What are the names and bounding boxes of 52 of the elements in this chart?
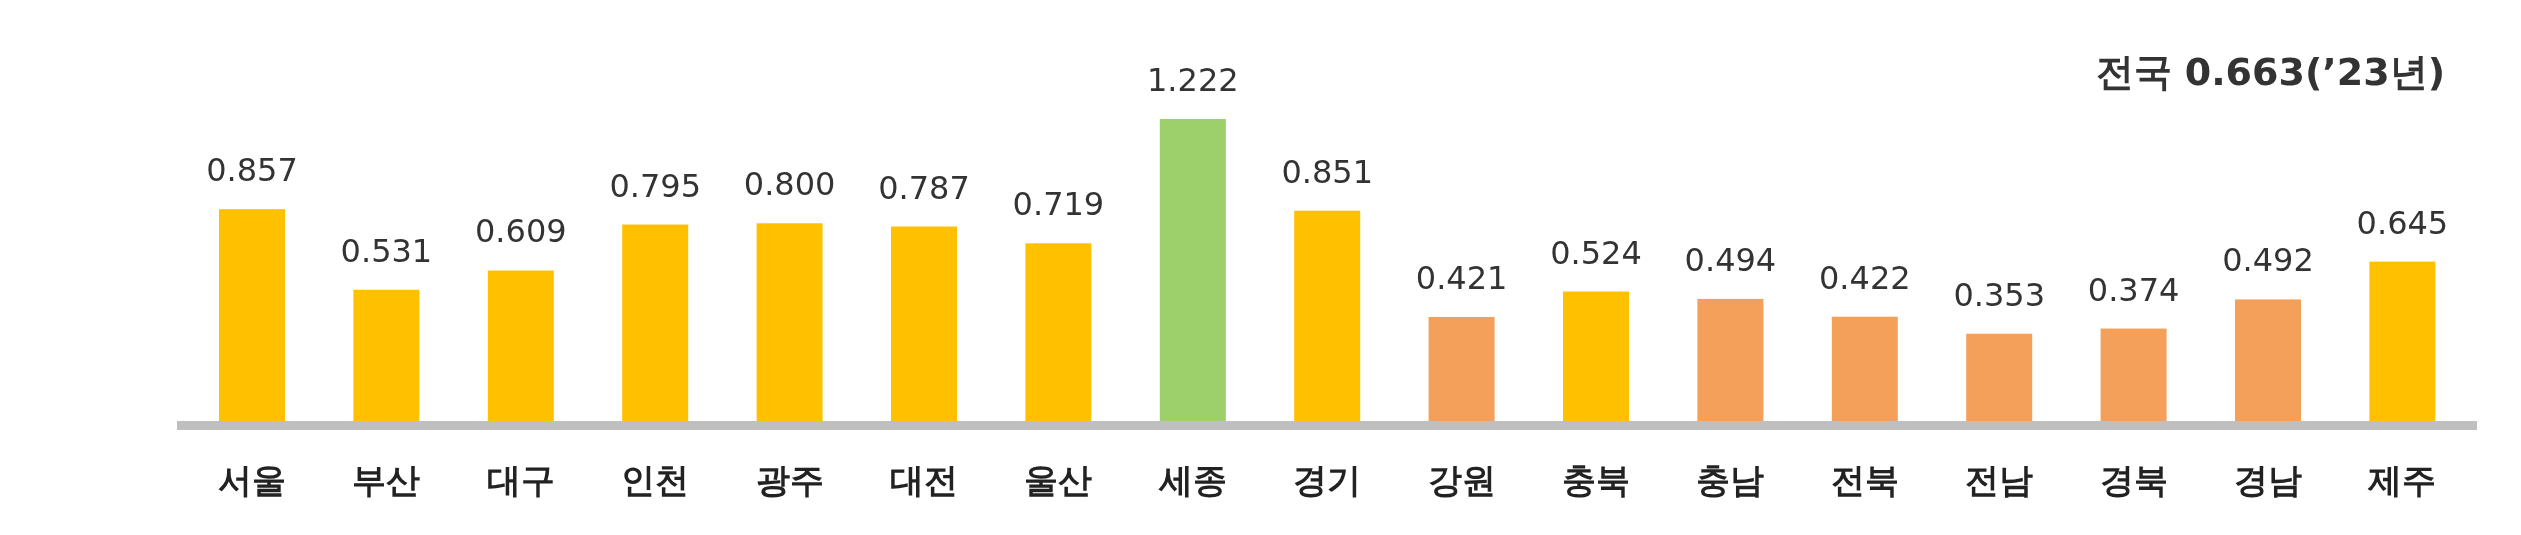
bar — [756, 223, 823, 421]
x-tick-label: 전북 — [1830, 460, 1899, 500]
x-tick-label: 광주 — [755, 460, 824, 500]
data-label: 0.857 — [206, 151, 298, 190]
x-tick-label: 세종 — [1157, 460, 1227, 500]
bar — [1966, 333, 2033, 421]
x-tick-label: 충남 — [1696, 460, 1765, 500]
x-tick-label: 대구 — [486, 460, 555, 500]
bar — [891, 226, 957, 421]
bar — [1831, 316, 1898, 421]
x-tick-label: 부산 — [352, 460, 421, 500]
bar — [487, 270, 554, 421]
bar — [1428, 316, 1495, 421]
data-label: 0.524 — [1550, 233, 1642, 272]
bar — [622, 224, 689, 421]
bar — [219, 209, 285, 421]
data-label: 0.800 — [743, 165, 836, 204]
x-tick-label: 경기 — [1293, 460, 1362, 500]
bar — [1697, 298, 1764, 421]
x-tick-label: 충북 — [1562, 460, 1630, 500]
data-label: 0.421 — [1415, 258, 1508, 297]
bar — [1159, 119, 1226, 421]
data-label: 0.609 — [475, 212, 567, 251]
bar — [1025, 243, 1092, 421]
data-label: 0.353 — [1953, 275, 2045, 314]
data-label: 0.531 — [340, 231, 433, 270]
x-tick-label: 경남 — [2234, 460, 2302, 500]
bar — [1563, 291, 1629, 421]
x-tick-label: 서울 — [218, 460, 286, 500]
data-label: 0.645 — [2356, 203, 2449, 242]
x-tick-label: 대전 — [890, 460, 958, 500]
data-label: 0.795 — [609, 166, 701, 205]
chart-title: 전국 0.663(’23년) — [2095, 50, 2445, 94]
data-label: 0.422 — [1819, 258, 1911, 297]
data-label: 0.494 — [1684, 240, 1777, 279]
bar — [353, 289, 420, 421]
bar — [2100, 328, 2167, 421]
x-tick-label: 제주 — [2367, 460, 2437, 500]
bar — [1294, 210, 1361, 421]
x-tick-label: 전남 — [1965, 460, 2034, 500]
bar — [2235, 299, 2301, 421]
x-tick-label: 강원 — [1427, 460, 1496, 500]
x-tick-label: 울산 — [1024, 460, 1093, 500]
x-tick-label: 경북 — [2099, 460, 2168, 500]
data-label: 0.851 — [1281, 152, 1373, 191]
data-label: 0.787 — [878, 168, 970, 207]
bar — [2369, 261, 2436, 421]
data-label: 0.374 — [2087, 270, 2180, 309]
x-tick-label: 인천 — [621, 460, 690, 500]
data-label: 0.719 — [1012, 185, 1105, 224]
data-label: 0.492 — [2222, 241, 2314, 280]
data-label: 1.222 — [1147, 61, 1239, 99]
